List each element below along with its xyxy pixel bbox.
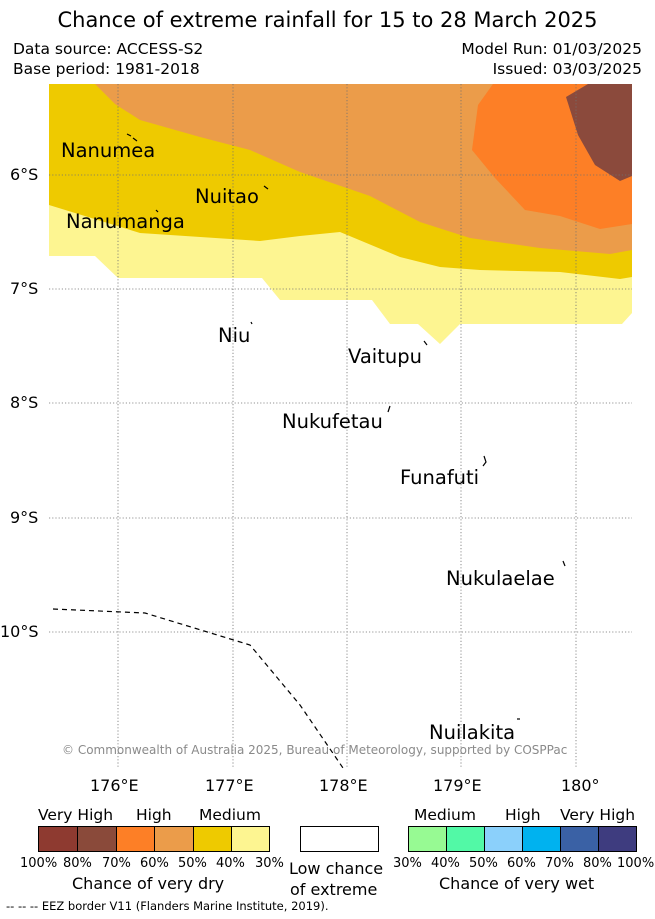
dry-swatch-50-60 [154,826,194,852]
dry-swatch-30-40 [231,826,270,852]
dry-pct-80: 80% [63,856,92,871]
wet-swatch-40-50 [446,826,485,852]
dry-pct-50: 50% [178,856,207,871]
lon-tick-176e: 176°E [90,776,139,795]
wet-swatch-80-100 [598,826,637,852]
dry-swatch-70-80 [77,826,117,852]
issued-date: Issued: 03/03/2025 [492,60,642,78]
dry-pct-100: 100% [20,856,58,871]
lon-tick-178e: 178°E [319,776,368,795]
dry-caption: Chance of very dry [72,874,225,893]
place-funafuti: Funafuti [400,466,480,489]
dry-pct-30: 30% [255,856,284,871]
wet-caption: Chance of very wet [439,874,595,893]
wet-label-medium: Medium [414,806,476,824]
data-source: Data source: ACCESS-S2 [13,40,204,58]
lon-tick-180: 180° [561,776,600,795]
place-vaitupu: Vaitupu [348,345,422,368]
dry-label-medium: Medium [199,806,261,824]
wet-label-very-high: Very High [560,806,636,824]
place-nanumanga: Nanumanga [66,210,185,233]
zone-very-high-dry [566,84,632,181]
wet-swatch-50-60 [484,826,523,852]
low-chance-caption-1: Low chance [289,859,384,878]
graticule [49,84,632,768]
place-nuitao: Nuitao [195,185,259,208]
dry-label-very-high: Very High [38,806,114,824]
eez-border [52,608,344,769]
lon-tick-179e: 179°E [433,776,482,795]
place-niu: Niu [218,324,251,347]
place-nukulaelae: Nukulaelae [446,567,555,590]
dry-swatch-80-100 [38,826,78,852]
low-chance-caption-2: of extreme [290,880,378,899]
lat-tick-7s: 7°S [10,279,39,298]
funafuti-island-mark [482,455,487,467]
low-chance-swatch [300,826,379,852]
model-run: Model Run: 01/03/2025 [461,40,642,58]
copyright-notice: © Commonwealth of Australia 2025, Bureau… [62,743,568,757]
dry-pct-40: 40% [216,856,245,871]
dry-pct-60: 60% [140,856,169,871]
niu-island-mark [250,321,253,325]
lat-tick-6s: 6°S [10,165,39,184]
nanumea-island-mark [126,133,138,142]
wet-pct-70: 70% [545,856,574,871]
nukufetau-island-mark [387,405,391,413]
dry-swatch-40-50 [193,826,233,852]
lat-tick-8s: 8°S [10,393,39,412]
wet-swatch-70-80 [560,826,599,852]
wet-pct-80: 80% [583,856,612,871]
lat-tick-9s: 9°S [10,508,39,527]
wet-pct-60: 60% [507,856,536,871]
place-nanumea: Nanumea [61,139,156,162]
lat-tick-10s: 10°S [0,622,39,641]
dry-pct-70: 70% [102,856,131,871]
map-title: Chance of extreme rainfall for 15 to 28 … [57,8,598,32]
nanumanga-island-mark [155,209,159,213]
wet-pct-50: 50% [469,856,498,871]
wet-pct-100: 100% [617,856,655,871]
base-period: Base period: 1981-2018 [13,60,200,78]
wet-pct-40: 40% [431,856,460,871]
wet-label-high: High [505,806,541,824]
nuitao-island-mark [263,185,269,190]
vaitupu-island-mark [423,340,428,346]
lon-tick-177e: 177°E [205,776,254,795]
wet-pct-30: 30% [393,856,422,871]
wet-swatch-60-70 [522,826,561,852]
place-nuilakita: Nuilakita [429,721,516,744]
eez-footnote: -- -- -- EEZ border V11 (Flanders Marine… [6,899,329,913]
nukulaelae-island-mark [562,560,566,567]
wet-swatch-30-40 [408,826,447,852]
place-nukufetau: Nukufetau [282,410,383,433]
dry-label-high: High [136,806,172,824]
dry-swatch-60-70 [116,826,156,852]
